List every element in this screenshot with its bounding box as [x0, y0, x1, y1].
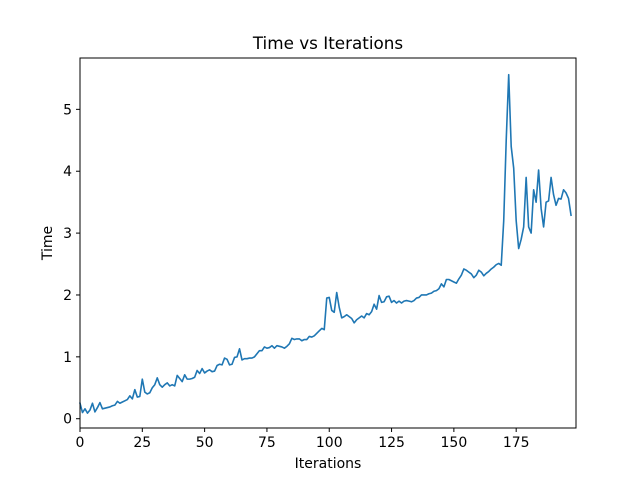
x-tick-label: 75: [258, 435, 276, 451]
y-tick-label: 4: [63, 164, 72, 180]
y-tick-label: 5: [63, 102, 72, 118]
y-tick-label: 1: [63, 350, 72, 366]
plot-frame: [79, 57, 577, 429]
x-tick-label: 50: [196, 435, 214, 451]
y-tick-label: 0: [63, 412, 72, 428]
plot-area: 0 25 50 75 100 125 150 175 0 1 2 3 4 5: [63, 57, 577, 451]
x-tick-label: 150: [441, 435, 468, 451]
x-tick-label: 100: [316, 435, 343, 451]
x-axis: 0 25 50 75 100 125 150 175: [76, 428, 530, 451]
y-axis: 0 1 2 3 4 5: [63, 102, 80, 428]
chart-title: Time vs Iterations: [252, 33, 403, 53]
y-tick-label: 3: [63, 226, 72, 242]
x-tick-label: 175: [503, 435, 530, 451]
x-tick-label: 25: [133, 435, 151, 451]
x-tick-label: 125: [378, 435, 405, 451]
y-axis-label: Time: [40, 226, 56, 261]
x-axis-label: Iterations: [295, 456, 362, 472]
x-tick-label: 0: [76, 435, 85, 451]
y-tick-label: 2: [63, 288, 72, 304]
series-line: [79, 73, 572, 414]
